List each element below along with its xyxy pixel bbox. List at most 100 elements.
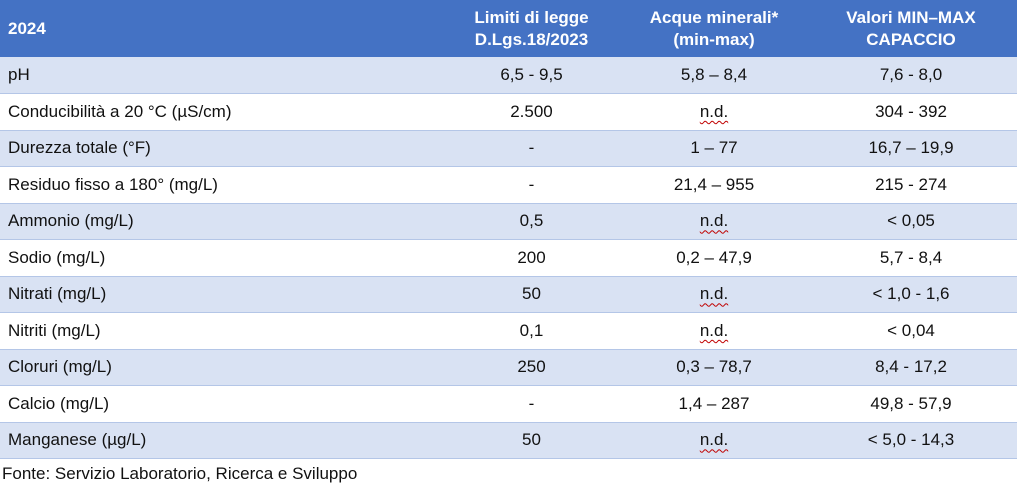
header-line: Acque minerali* (649, 7, 779, 27)
cell-text: n.d. (699, 430, 729, 450)
cell-text: 50 (522, 430, 541, 450)
cell-text: - (528, 393, 535, 413)
table-row: Ammonio (mg/L) 0,5 n.d. < 0,05 (0, 203, 1017, 240)
cell-text: < 5,0 - 14,3 (867, 430, 955, 450)
value-cell: 1 – 77 (623, 130, 805, 167)
cell-text: 0,2 – 47,9 (676, 247, 752, 267)
value-cell: n.d. (623, 203, 805, 240)
cell-text: - (528, 138, 535, 158)
cell-text: 8,4 - 17,2 (875, 357, 947, 377)
cell-text: pH (8, 65, 30, 84)
value-cell: n.d. (623, 422, 805, 459)
value-cell: 50 (440, 422, 623, 459)
value-cell: 16,7 – 19,9 (805, 130, 1017, 167)
cell-text: Ammonio (mg/L) (8, 211, 134, 231)
table-row: Nitriti (mg/L) 0,1 n.d. < 0,04 (0, 312, 1017, 350)
parameter-cell: Nitriti (mg/L) (0, 312, 440, 350)
value-cell: < 0,04 (805, 312, 1017, 350)
header-line: 2024 (8, 18, 46, 38)
value-cell: 7,6 - 8,0 (805, 57, 1017, 94)
cell-text: 0,5 (519, 211, 544, 231)
value-cell: - (440, 385, 623, 423)
value-cell: 0,2 – 47,9 (623, 239, 805, 277)
value-cell: 0,3 – 78,7 (623, 349, 805, 386)
table-row: Nitrati (mg/L) 50 n.d. < 1,0 - 1,6 (0, 276, 1017, 313)
cell-text: 304 - 392 (875, 101, 947, 121)
value-cell: < 0,05 (805, 203, 1017, 240)
parameter-cell: pH (0, 57, 440, 94)
table-row: Durezza totale (°F) - 1 – 77 16,7 – 19,9 (0, 130, 1017, 167)
parameter-cell: Manganese (µg/L) (0, 422, 440, 459)
header-line: CAPACCIO (866, 29, 956, 49)
header-cell: Valori MIN–MAX CAPACCIO (805, 0, 1017, 57)
header-cell: Limiti di legge D.Lgs.18/2023 (440, 0, 623, 57)
header-cell: 2024 (0, 0, 440, 57)
value-cell: 6,5 - 9,5 (440, 57, 623, 94)
value-cell: 2.500 (440, 93, 623, 131)
cell-text: Residuo fisso a 180° (mg/L) (8, 174, 218, 194)
parameter-cell: Durezza totale (°F) (0, 130, 440, 167)
value-cell: 8,4 - 17,2 (805, 349, 1017, 386)
value-cell: 50 (440, 276, 623, 313)
value-cell: n.d. (623, 276, 805, 313)
cell-text: 49,8 - 57,9 (870, 393, 952, 413)
table-header: 2024 Limiti di legge D.Lgs.18/2023 Acque mi… (0, 0, 1017, 57)
cell-text: n.d. (699, 101, 729, 121)
value-cell: 0,1 (440, 312, 623, 350)
cell-text: Calcio (mg/L) (8, 393, 110, 413)
source-note: Fonte: Servizio Laboratorio, Ricerca e S… (2, 464, 358, 483)
header-row: 2024 Limiti di legge D.Lgs.18/2023 Acque mi… (0, 0, 1017, 57)
cell-text: n.d. (699, 284, 729, 304)
parameter-cell: Conducibilità a 20 °C (µS/cm) (0, 93, 440, 131)
cell-text: n.d. (699, 320, 729, 340)
table-body: pH 6,5 - 9,5 5,8 – 8,4 7,6 - 8,0 Conducibili… (0, 57, 1017, 459)
value-cell: < 1,0 - 1,6 (805, 276, 1017, 313)
cell-text: 6,5 - 9,5 (500, 65, 563, 84)
table-row: pH 6,5 - 9,5 5,8 – 8,4 7,6 - 8,0 (0, 57, 1017, 94)
cell-text: Conducibilità a 20 °C (µS/cm) (8, 101, 232, 121)
parameter-cell: Sodio (mg/L) (0, 239, 440, 277)
parameter-cell: Calcio (mg/L) (0, 385, 440, 423)
cell-text: 1,4 – 287 (678, 393, 750, 413)
cell-text: Nitriti (mg/L) (8, 320, 101, 340)
value-cell: 1,4 – 287 (623, 385, 805, 423)
cell-text: Nitrati (mg/L) (8, 284, 107, 304)
table-row: Cloruri (mg/L) 250 0,3 – 78,7 8,4 - 17,2 (0, 349, 1017, 386)
value-cell: n.d. (623, 93, 805, 131)
cell-text: n.d. (699, 211, 729, 231)
header-cell: Acque minerali* (min-max) (623, 0, 805, 57)
table-row: Residuo fisso a 180° (mg/L) - 21,4 – 955 21… (0, 166, 1017, 204)
value-cell: < 5,0 - 14,3 (805, 422, 1017, 459)
parameter-cell: Ammonio (mg/L) (0, 203, 440, 240)
cell-text: Manganese (µg/L) (8, 430, 147, 450)
cell-text: 1 – 77 (690, 138, 738, 158)
value-cell: - (440, 130, 623, 167)
parameter-cell: Residuo fisso a 180° (mg/L) (0, 166, 440, 204)
cell-text: 7,6 - 8,0 (879, 65, 943, 84)
value-cell: 49,8 - 57,9 (805, 385, 1017, 423)
value-cell: n.d. (623, 312, 805, 350)
cell-text: 21,4 – 955 (673, 174, 755, 194)
parameter-cell: Cloruri (mg/L) (0, 349, 440, 386)
cell-text: Durezza totale (°F) (8, 138, 151, 158)
value-cell: - (440, 166, 623, 204)
value-cell: 5,7 - 8,4 (805, 239, 1017, 277)
value-cell: 215 - 274 (805, 166, 1017, 204)
cell-text: Sodio (mg/L) (8, 247, 106, 267)
cell-text: < 0,04 (887, 320, 935, 340)
header-line: D.Lgs.18/2023 (474, 29, 589, 49)
cell-text: 200 (517, 247, 546, 267)
header-line: (min-max) (673, 29, 755, 49)
cell-text: 16,7 – 19,9 (868, 138, 954, 158)
parameter-cell: Nitrati (mg/L) (0, 276, 440, 313)
cell-text: < 0,05 (887, 211, 935, 231)
data-table: 2024 Limiti di legge D.Lgs.18/2023 Acque mi… (0, 0, 1017, 459)
cell-text: 5,8 – 8,4 (680, 65, 748, 84)
table-row: Calcio (mg/L) - 1,4 – 287 49,8 - 57,9 (0, 385, 1017, 423)
value-cell: 5,8 – 8,4 (623, 57, 805, 94)
table-row: Sodio (mg/L) 200 0,2 – 47,9 5,7 - 8,4 (0, 239, 1017, 277)
cell-text: 215 - 274 (875, 174, 947, 194)
cell-text: 250 (517, 357, 546, 377)
cell-text: 0,3 – 78,7 (676, 357, 752, 377)
